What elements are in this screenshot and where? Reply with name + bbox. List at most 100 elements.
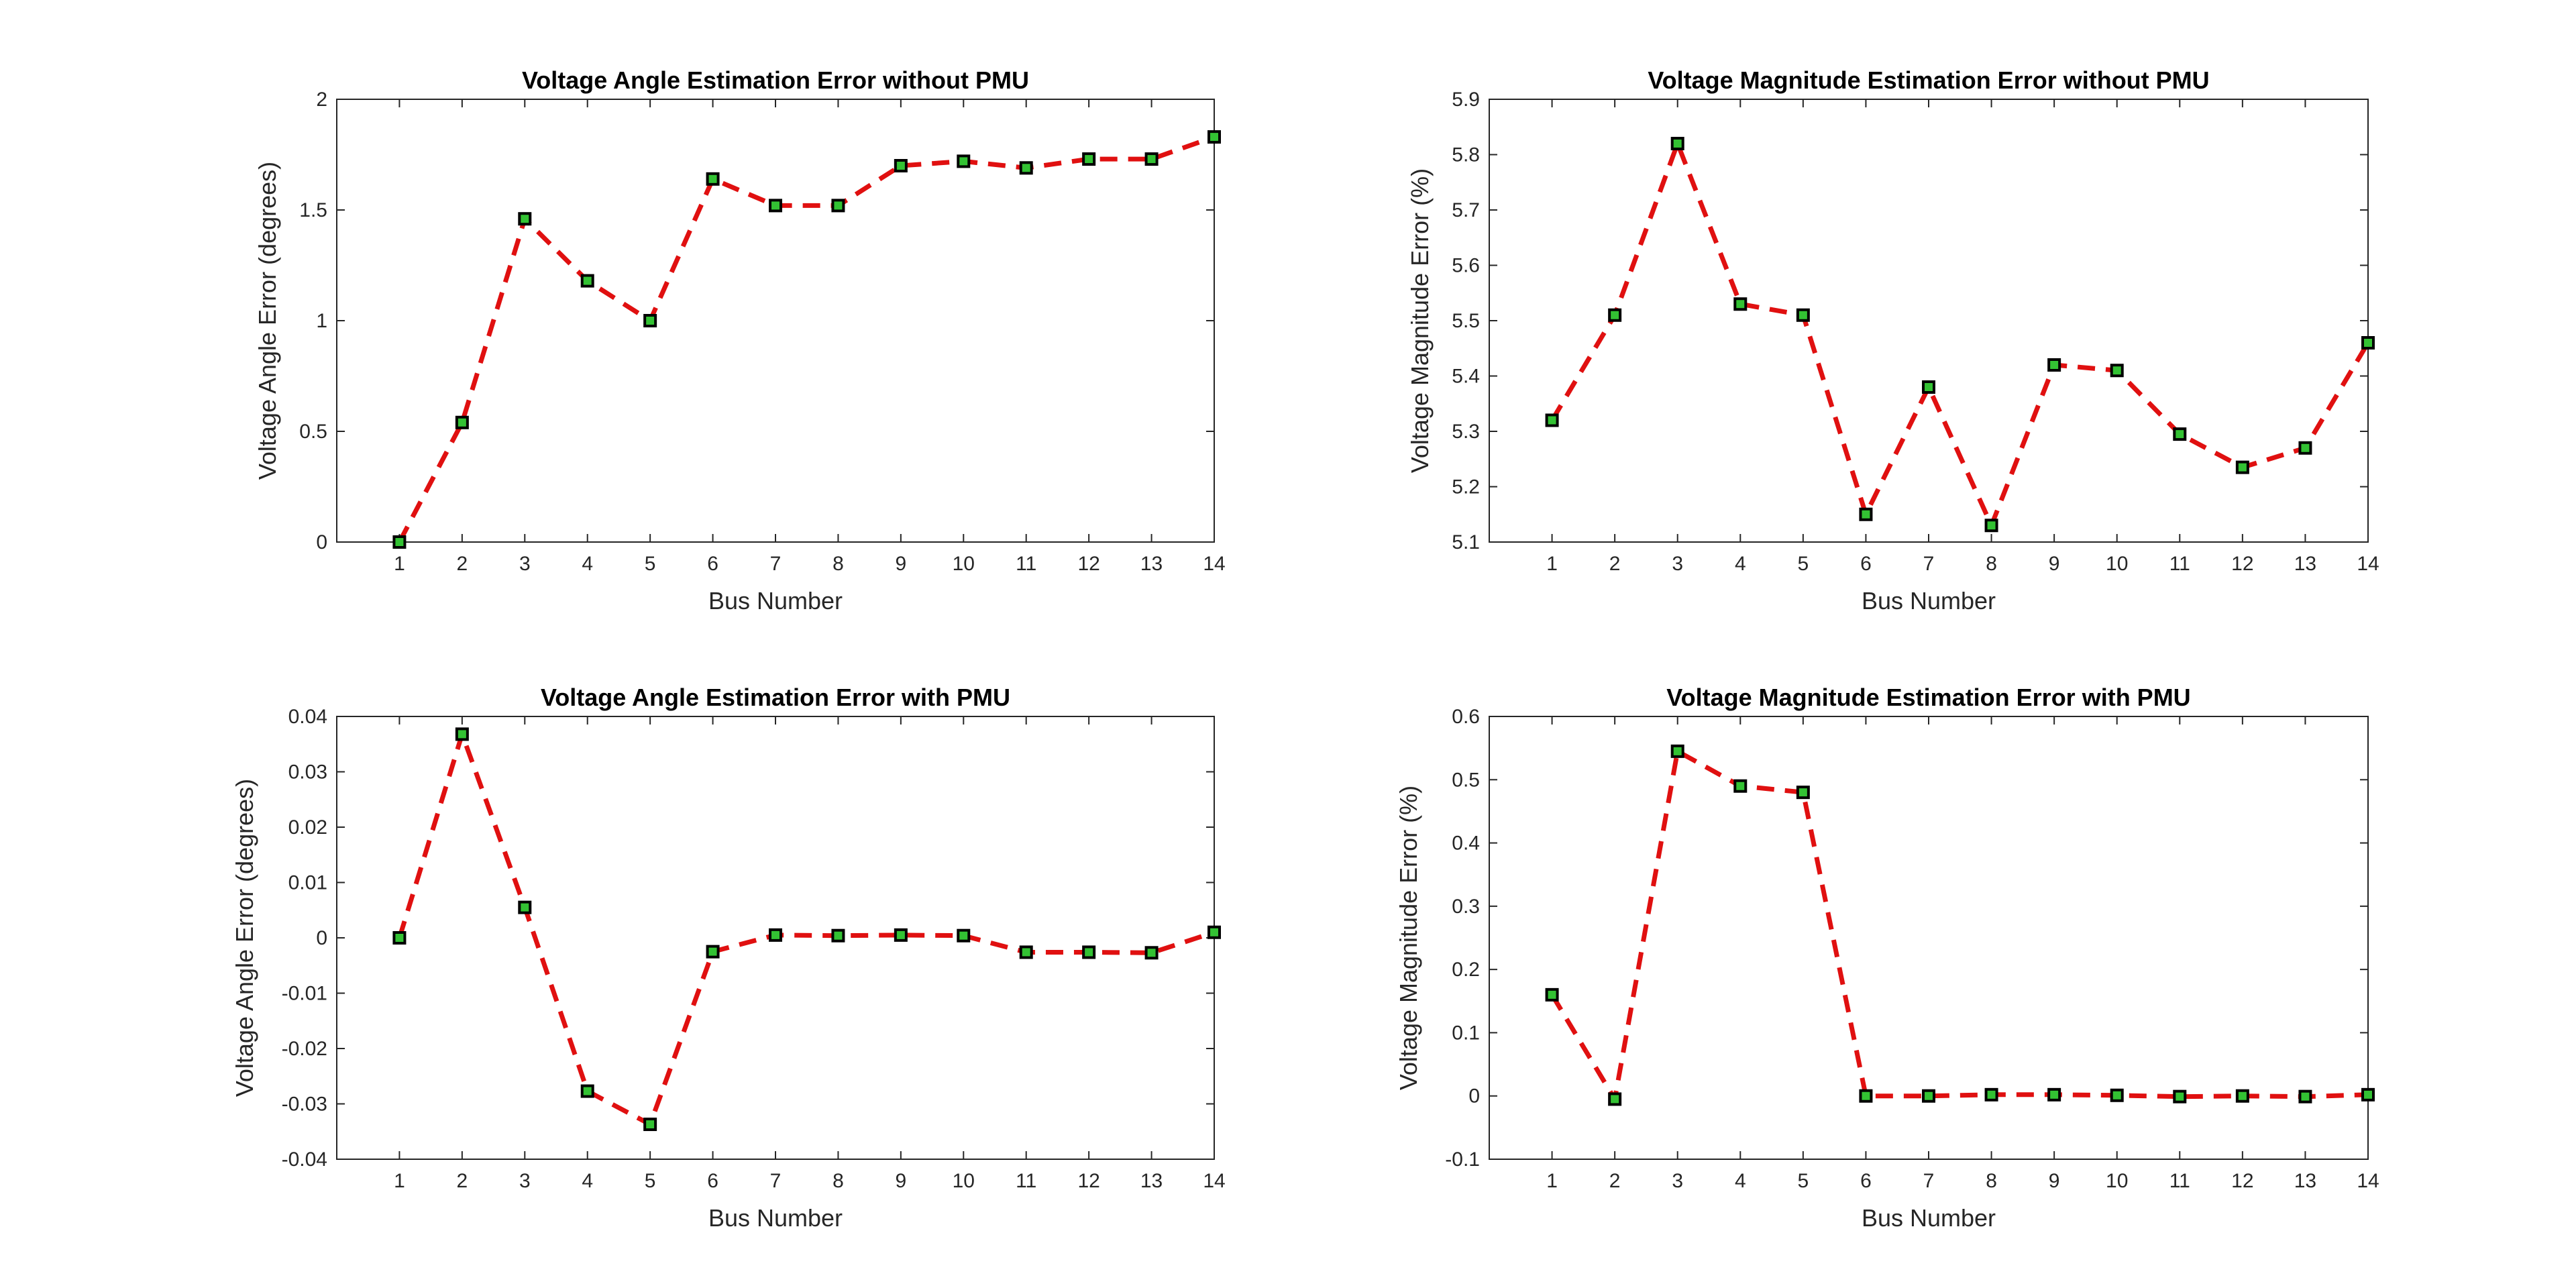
data-point (392, 931, 407, 945)
x-tick-label: 13 (2294, 553, 2316, 575)
y-tick-label: 0.04 (288, 706, 327, 728)
x-tick-label: 8 (833, 1170, 844, 1192)
y-tick-label: 5.2 (1452, 476, 1480, 498)
data-point (1859, 507, 1873, 521)
x-tick-label: 10 (2106, 553, 2128, 575)
y-tick-label: 0 (1468, 1085, 1480, 1108)
data-point (1208, 130, 1221, 144)
data-point (1608, 1092, 1622, 1106)
y-tick-label: 1.5 (299, 199, 327, 221)
y-tick-label: 2 (316, 89, 327, 111)
chart-title: Voltage Angle Estimation Error with PMU (541, 684, 1010, 711)
x-tick-label: 14 (1203, 553, 1225, 575)
x-tick-label: 12 (1077, 553, 1099, 575)
y-tick-label: 0.1 (1452, 1022, 1480, 1044)
y-tick-label: 0.5 (299, 421, 327, 443)
axes-frame (1489, 716, 2369, 1160)
y-tick-label: 0 (316, 927, 327, 949)
data-point (831, 199, 845, 213)
data-point (1545, 987, 1559, 1002)
x-tick-label: 11 (2169, 553, 2190, 575)
y-tick-label: 5.6 (1452, 255, 1480, 277)
x-tick-label: 11 (1016, 553, 1036, 575)
data-point (2110, 1088, 2124, 1102)
data-point (392, 535, 407, 549)
data-point (1019, 161, 1033, 175)
y-tick-label: 1 (316, 310, 327, 332)
y-tick-label: 0.6 (1452, 706, 1480, 728)
x-tick-label: 3 (519, 553, 531, 575)
subplot-2: 5.15.25.35.45.55.65.75.85.91 2 3 4 5 6 7 8 9 10 11… (1406, 66, 2379, 614)
x-tick-label: 12 (2231, 1170, 2253, 1192)
data-point (2361, 336, 2375, 350)
x-tick-label: 5 (1798, 1170, 1809, 1192)
x-tick-label: 8 (1986, 1170, 1997, 1192)
data-point (1922, 380, 1935, 394)
x-tick-label: 4 (1735, 553, 1746, 575)
data-point (1922, 1089, 1935, 1103)
x-tick-label: 11 (1016, 1170, 1036, 1192)
data-point (1019, 945, 1033, 959)
x-tick-label: 13 (1140, 1170, 1163, 1192)
data-point (2047, 1087, 2061, 1102)
data-point (957, 154, 971, 168)
data-point (1082, 945, 1096, 959)
data-point (2110, 364, 2124, 378)
x-tick-label: 4 (582, 553, 593, 575)
data-point (2173, 427, 2187, 441)
x-tick-label: 12 (2231, 553, 2253, 575)
data-point (957, 928, 971, 943)
x-tick-label: 6 (707, 1170, 718, 1192)
x-tick-label: 9 (2049, 1170, 2060, 1192)
data-point (1796, 308, 1810, 322)
data-point (455, 415, 469, 429)
y-tick-label: 5.5 (1452, 310, 1480, 332)
series-line (1550, 141, 2371, 528)
data-point (2047, 358, 2061, 372)
y-tick-label: -0.01 (282, 983, 327, 1005)
data-point (518, 900, 532, 914)
x-tick-label: 9 (896, 1170, 907, 1192)
y-tick-label: 0.02 (288, 816, 327, 839)
y-tick-label: 0.3 (1452, 896, 1480, 918)
x-tick-label: 14 (1203, 1170, 1225, 1192)
data-point (2298, 1089, 2312, 1104)
x-tick-label: 9 (2049, 553, 2060, 575)
x-tick-label: 2 (1609, 553, 1621, 575)
x-tick-label: 5 (645, 1170, 656, 1192)
x-tick-label: 11 (2169, 1170, 2190, 1192)
y-tick-label: 0.4 (1452, 833, 1480, 855)
x-tick-label: 13 (1140, 553, 1163, 575)
x-tick-label: 1 (394, 553, 405, 575)
y-tick-label: 0.2 (1452, 959, 1480, 981)
x-tick-label: 10 (2106, 1170, 2128, 1192)
x-tick-label: 7 (1923, 553, 1935, 575)
x-tick-label: 7 (770, 1170, 782, 1192)
data-point (1733, 297, 1748, 311)
x-tick-label: 14 (2357, 1170, 2379, 1192)
y-axis-label: Voltage Angle Error (degrees) (231, 779, 258, 1097)
data-point (894, 928, 908, 942)
x-tick-label: 1 (394, 1170, 405, 1192)
data-point (1144, 152, 1159, 166)
x-tick-label: 5 (1798, 553, 1809, 575)
x-tick-label: 13 (2294, 1170, 2316, 1192)
x-tick-label: 1 (1546, 1170, 1558, 1192)
x-tick-label: 2 (457, 553, 468, 575)
x-tick-label: 14 (2357, 553, 2379, 575)
data-point (1733, 779, 1748, 793)
data-point (2235, 460, 2249, 474)
data-point (769, 199, 782, 213)
y-tick-label: 5.1 (1452, 531, 1480, 553)
data-point (2361, 1087, 2375, 1102)
y-tick-label: 0 (316, 531, 327, 553)
y-tick-label: 0.01 (288, 872, 327, 894)
series-line (397, 731, 1216, 1127)
y-tick-label: 5.9 (1452, 89, 1480, 111)
data-point (1984, 1087, 1998, 1102)
x-tick-label: 8 (1986, 553, 1997, 575)
y-tick-label: -0.02 (282, 1038, 327, 1060)
x-tick-label: 3 (519, 1170, 531, 1192)
